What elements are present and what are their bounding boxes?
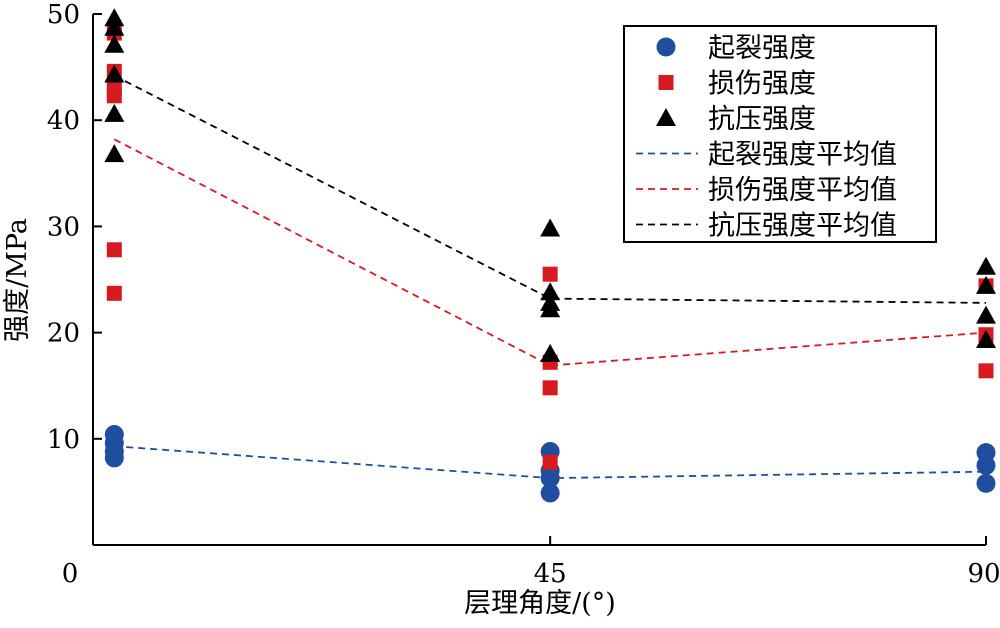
x-axis: 0 45 90 层理角度/(°) xyxy=(62,536,1000,619)
y-tick-label: 20 xyxy=(47,319,80,349)
square-point xyxy=(542,380,558,396)
y-tick-label: 40 xyxy=(47,106,80,136)
triangle-point xyxy=(104,103,125,122)
plot-area xyxy=(104,8,996,503)
legend-circle-marker xyxy=(656,37,676,57)
triangle-point xyxy=(104,17,125,36)
circle-point xyxy=(976,455,996,475)
triangle-point xyxy=(540,343,561,362)
legend-square-marker xyxy=(658,75,674,90)
x-tick-label: 45 xyxy=(534,559,567,589)
legend-label: 起裂强度 xyxy=(708,33,816,64)
x-ticks: 0 45 90 xyxy=(62,536,1000,589)
y-axis-title: 强度/MPa xyxy=(2,218,33,342)
square-point xyxy=(542,454,558,470)
y-tick-label: 50 xyxy=(47,0,80,30)
circle-point xyxy=(540,468,560,488)
legend-label: 起裂强度平均值 xyxy=(708,140,897,171)
triangle-point xyxy=(104,34,125,53)
legend-label: 损伤强度 xyxy=(708,69,816,100)
triangle-point xyxy=(976,305,996,324)
triangle-point xyxy=(540,299,561,318)
legend-label: 抗压强度平均值 xyxy=(708,211,897,242)
triangle-point xyxy=(104,144,125,163)
triangle-point xyxy=(976,275,996,294)
x-tick-label: 90 xyxy=(967,559,1000,589)
x-tick-label: 0 xyxy=(62,559,79,589)
y-tick-label: 30 xyxy=(47,212,80,242)
triangle-point xyxy=(104,8,125,27)
x-axis-title: 层理角度/(°) xyxy=(464,588,616,619)
legend-box xyxy=(623,25,937,243)
legend-label: 损伤强度平均值 xyxy=(708,175,897,206)
square-point xyxy=(106,242,122,258)
average-line xyxy=(113,74,987,304)
circle-point xyxy=(540,483,560,503)
triangle-point xyxy=(540,282,561,301)
circle-point xyxy=(976,473,996,493)
circle-point xyxy=(104,448,124,468)
triangle-point xyxy=(976,330,996,349)
average-line xyxy=(113,138,987,367)
y-ticks: 10 20 30 40 50 xyxy=(47,0,102,455)
triangle-point xyxy=(540,218,561,237)
legend-triangle-marker xyxy=(656,108,676,126)
square-point xyxy=(542,266,558,282)
y-axis: 10 20 30 40 50 强度/MPa xyxy=(2,0,102,545)
square-point xyxy=(978,363,994,379)
triangle-point xyxy=(104,64,125,83)
square-point xyxy=(106,285,122,301)
y-tick-label: 10 xyxy=(47,425,80,455)
legend-label: 抗压强度 xyxy=(708,104,816,135)
square-point xyxy=(106,88,122,104)
triangle-point xyxy=(976,256,996,275)
